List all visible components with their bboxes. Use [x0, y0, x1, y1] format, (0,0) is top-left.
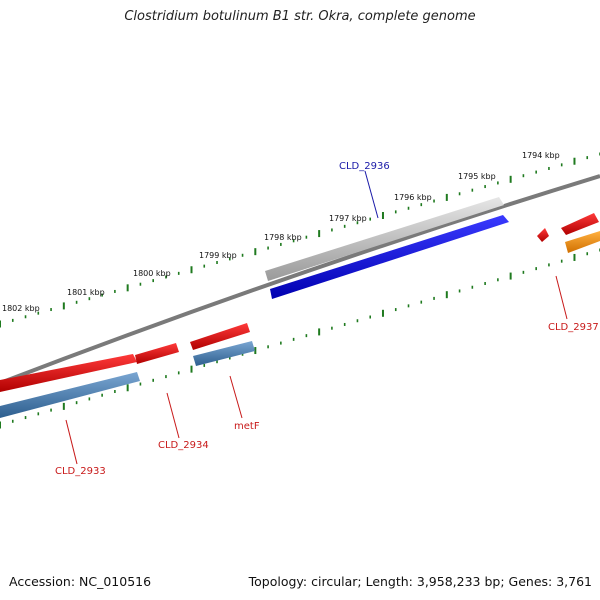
- callout-line: [229, 375, 243, 419]
- gene-reverse-bar: [537, 228, 549, 242]
- gene-forward-bar: [270, 215, 509, 299]
- tick-layer: [0, 152, 600, 429]
- accession-label: Accession: NC_010516: [9, 574, 152, 589]
- cds-reverse-bar: [0, 372, 140, 418]
- tick-labels: 1794 kbp 1795 kbp 1796 kbp 1797 kbp 1798…: [2, 151, 560, 313]
- callout-line: [65, 419, 78, 465]
- tick-label: 1796 kbp: [394, 193, 432, 202]
- gene-reverse-bar: [561, 213, 599, 235]
- map-title: Clostridium botulinum B1 str. Okra, comp…: [124, 9, 476, 24]
- gene-reverse-bar: [135, 343, 179, 364]
- gene-reverse-bar: [190, 323, 250, 350]
- tick-label: 1798 kbp: [264, 233, 302, 242]
- tick-label: 1797 kbp: [329, 214, 367, 223]
- tick-label: 1799 kbp: [199, 251, 237, 260]
- gene-label-cld-2937: CLD_2937: [548, 322, 599, 333]
- cds-reverse-bar: [193, 341, 255, 366]
- tick-label: 1794 kbp: [522, 151, 560, 160]
- tick-label: 1795 kbp: [458, 172, 496, 181]
- callout-lines: [65, 170, 568, 465]
- genome-backbone: [0, 174, 600, 385]
- gene-label-metf: metF: [234, 421, 260, 432]
- cds-forward-bar: [265, 197, 504, 281]
- callout-line: [364, 170, 379, 219]
- orange-bar: [565, 231, 600, 253]
- genome-summary: Topology: circular; Length: 3,958,233 bp…: [248, 574, 592, 589]
- gene-label-cld-2934: CLD_2934: [158, 440, 209, 451]
- gene-label-cld-2933: CLD_2933: [55, 466, 106, 477]
- callout-line: [555, 275, 568, 320]
- tick-label: 1801 kbp: [67, 288, 105, 297]
- gene-reverse-bar: [0, 354, 137, 392]
- tick-label: 1802 kbp: [2, 304, 40, 313]
- tick-label: 1800 kbp: [133, 269, 171, 278]
- gene-label-cld-2936: CLD_2936: [339, 161, 390, 172]
- callout-line: [166, 392, 180, 439]
